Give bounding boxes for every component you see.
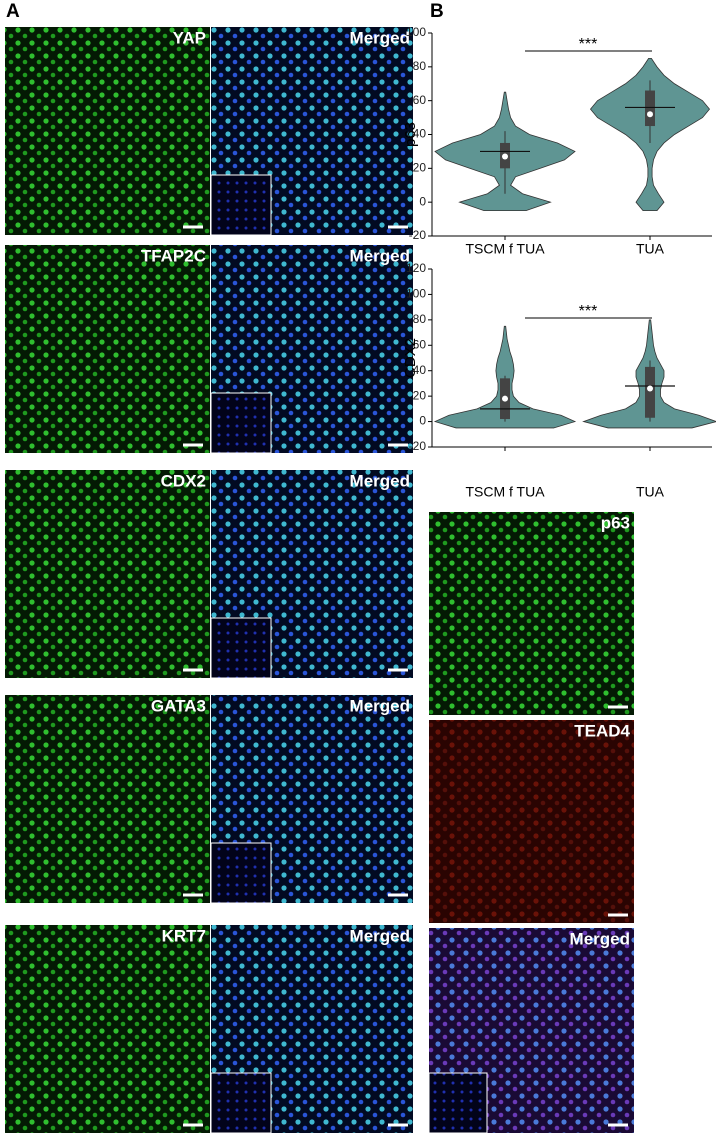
y-tick-label: 0	[419, 414, 426, 428]
y-tick-label: 80	[413, 59, 427, 73]
mean	[502, 153, 508, 159]
inset	[211, 1073, 271, 1133]
marker-label: Merged	[570, 929, 630, 948]
inset	[211, 618, 271, 678]
inset	[429, 1073, 487, 1133]
panel-label: A	[6, 1, 20, 22]
marker-label: p63	[601, 513, 630, 532]
x-tick-label: TUA	[636, 484, 665, 500]
significance: ***	[579, 36, 598, 53]
y-tick-label: 20	[413, 161, 427, 175]
box	[645, 367, 655, 418]
x-tick-label: TSCM f TUA	[465, 241, 545, 257]
mean	[647, 386, 653, 392]
merged-label: Merged	[350, 246, 410, 265]
micrograph	[5, 470, 210, 678]
panel-label: B	[430, 1, 444, 22]
y-tick-label: -20	[409, 439, 427, 453]
micrograph	[5, 695, 210, 903]
marker-label: TFAP2C	[141, 246, 206, 265]
inset	[211, 843, 271, 903]
y-tick-label: -20	[409, 228, 427, 242]
y-tick-label: 100	[406, 287, 426, 301]
merged-label: Merged	[350, 471, 410, 490]
y-axis-label: p63	[402, 122, 419, 147]
micrograph	[429, 720, 634, 923]
merged-label: Merged	[350, 926, 410, 945]
inset	[211, 175, 271, 235]
marker-label: KRT7	[162, 926, 206, 945]
micrograph	[5, 27, 210, 235]
marker-label: YAP	[173, 28, 206, 47]
x-tick-label: TSCM f TUA	[465, 484, 545, 500]
merged-label: Merged	[350, 28, 410, 47]
micrograph	[5, 245, 210, 453]
y-tick-label: 80	[413, 312, 427, 326]
micrograph	[429, 512, 634, 715]
y-tick-label: 120	[406, 261, 426, 275]
y-tick-label: 20	[413, 388, 427, 402]
x-tick-label: TUA	[636, 241, 665, 257]
significance: ***	[579, 303, 598, 320]
y-tick-label: 0	[419, 194, 426, 208]
mean	[502, 396, 508, 402]
y-tick-label: 60	[413, 93, 427, 107]
box	[645, 91, 655, 127]
micrograph	[5, 925, 210, 1133]
inset	[211, 393, 271, 453]
merged-label: Merged	[350, 696, 410, 715]
mean	[647, 111, 653, 117]
y-axis-label: CDX2	[402, 338, 419, 378]
marker-label: TEAD4	[574, 721, 630, 740]
marker-label: CDX2	[161, 471, 206, 490]
y-tick-label: 100	[406, 25, 426, 39]
marker-label: GATA3	[151, 696, 206, 715]
